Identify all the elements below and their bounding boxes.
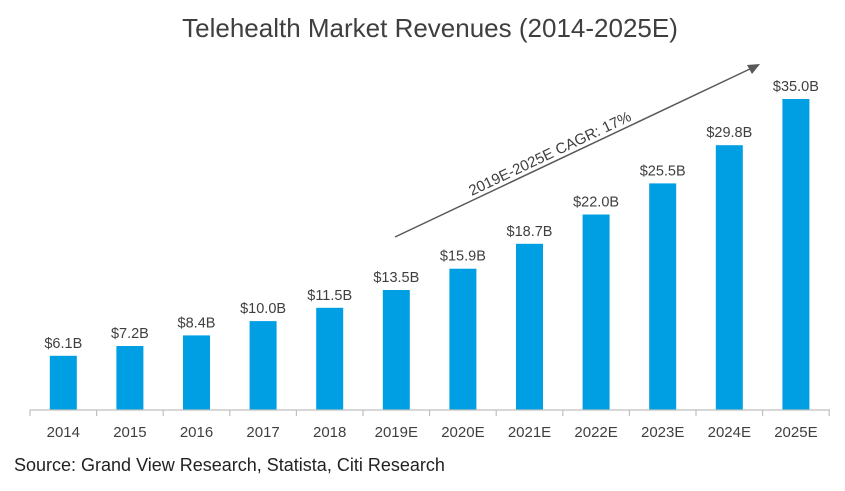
data-label-group: $6.1B $7.2B $8.4B $10.0B $11.5B $13.5B $15.9B $…: [44, 79, 819, 352]
bar-2019e: [382, 290, 410, 410]
data-label-2025e: $35.0B: [773, 79, 819, 95]
x-tick-label-2014: 2014: [47, 424, 80, 441]
bar-2025e: [782, 99, 810, 410]
bar-2020e: [449, 268, 477, 410]
bar-2017: [249, 321, 277, 410]
bar-2023e: [649, 183, 677, 410]
x-tick-label-2017: 2017: [246, 424, 279, 441]
x-tick-label-2022e: 2022E: [574, 424, 617, 441]
data-label-2017: $10.0B: [240, 301, 286, 317]
data-label-2024e: $29.8B: [706, 125, 752, 141]
bar-2021e: [516, 243, 543, 410]
bar-2018: [316, 307, 344, 410]
x-tick-label-2016: 2016: [180, 424, 213, 441]
data-label-2019e: $13.5B: [373, 270, 419, 286]
data-label-2015: $7.2B: [111, 326, 149, 342]
data-label-2018: $11.5B: [307, 288, 352, 304]
x-tick-label-2015: 2015: [113, 424, 146, 441]
x-tick-label-2025e: 2025E: [774, 424, 817, 441]
source-note: Source: Grand View Research, Statista, C…: [14, 455, 445, 475]
cagr-arrow-head: [747, 64, 760, 74]
x-tick-marks: [29, 410, 830, 416]
data-label-2014: $6.1B: [44, 336, 82, 352]
cagr-annotation: 2019E-2025E CAGR: 17%: [394, 64, 760, 238]
x-tick-label-2018: 2018: [313, 424, 346, 441]
data-label-2023e: $25.5B: [640, 163, 686, 179]
x-tick-group: 2014 2015 2016 2017 2018 2019E 2020E 2021E 2022E…: [47, 424, 818, 441]
data-label-2016: $8.4B: [178, 315, 216, 331]
cagr-label: 2019E-2025E CAGR: 17%: [466, 108, 634, 199]
data-label-2021e: $18.7B: [507, 224, 553, 240]
bar-2014: [49, 355, 77, 410]
x-tick-label-2019e: 2019E: [375, 424, 418, 441]
x-tick-label-2023e: 2023E: [641, 424, 684, 441]
x-tick-label-2024e: 2024E: [708, 424, 751, 441]
bar-2024e: [715, 145, 743, 410]
data-label-2020e: $15.9B: [440, 249, 486, 265]
bar-2016: [183, 335, 210, 410]
x-tick-label-2020e: 2020E: [441, 424, 484, 441]
x-tick-label-2021e: 2021E: [508, 424, 551, 441]
bar-group: [49, 99, 810, 410]
bar-2022e: [582, 214, 610, 410]
data-label-2022e: $22.0B: [573, 195, 619, 211]
chart-title: Telehealth Market Revenues (2014-2025E): [182, 13, 678, 43]
cagr-arrow-line: [394, 67, 753, 238]
bar-2015: [116, 346, 144, 410]
